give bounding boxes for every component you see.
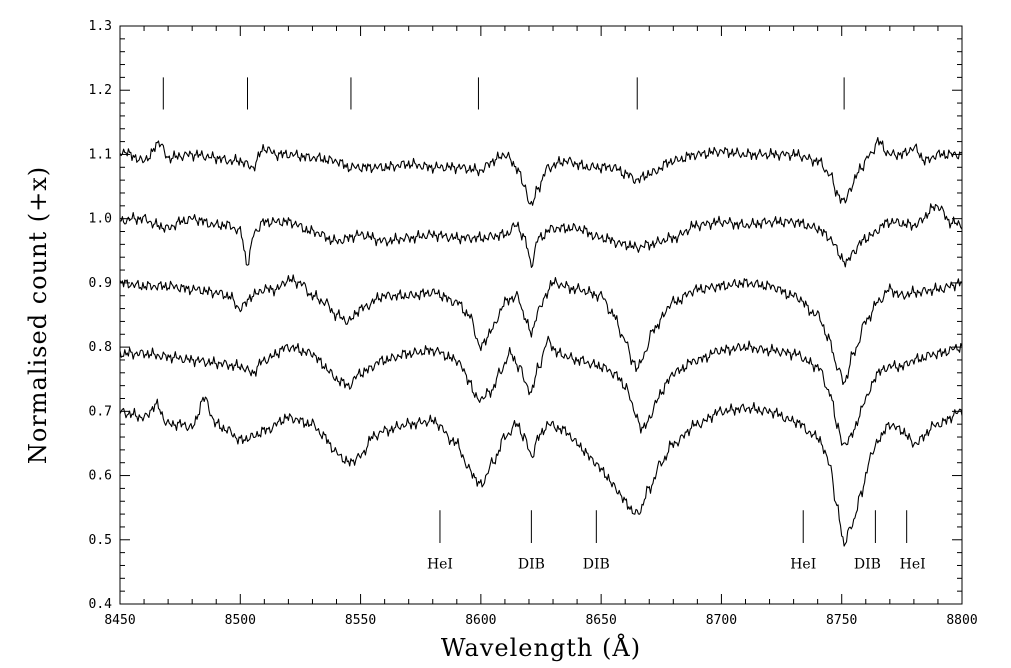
spectrum-series [119, 203, 963, 268]
y-tick-label: 0.4 [89, 597, 113, 612]
y-axis-title: Normalised count (+x) [24, 166, 52, 464]
spectrum-series [119, 274, 963, 386]
x-axis: 8450 8500 8550 8600 8650 8700 8750 8800 [104, 26, 978, 628]
spectrum-series [119, 136, 963, 206]
x-tick-label: 8600 [465, 613, 496, 628]
y-tick-label: 0.5 [89, 533, 112, 548]
x-tick-label: 8750 [826, 613, 857, 628]
y-axis: 0.4 0.5 0.6 0.7 0.8 0.9 1.0 1.1 1.2 1.3 [89, 19, 962, 612]
y-tick-label: 0.6 [89, 469, 112, 484]
marker-label: DIB [518, 557, 545, 573]
plot-frame [119, 25, 963, 605]
x-tick-label: 8500 [225, 613, 256, 628]
marker-label: DIB [583, 557, 610, 573]
x-axis-title: Wavelength (Å) [441, 633, 641, 662]
x-tick-label: 8650 [585, 613, 616, 628]
y-tick-label: 1.0 [89, 212, 112, 227]
plot-area [119, 136, 963, 547]
y-tick-label: 0.9 [89, 276, 112, 291]
spectrum-series [119, 335, 963, 446]
marker-label: DIB [854, 557, 881, 573]
y-tick-label: 1.2 [89, 83, 112, 98]
y-tick-label: 1.1 [89, 147, 112, 162]
x-tick-label: 8450 [104, 613, 135, 628]
y-tick-label: 1.3 [89, 19, 112, 34]
y-tick-label: 0.7 [89, 404, 112, 419]
marker-label: HeI [427, 557, 453, 573]
y-tick-label: 0.8 [89, 340, 112, 355]
x-tick-label: 8550 [345, 613, 376, 628]
x-tick-label: 8800 [946, 613, 977, 628]
marker-label: HeI [900, 557, 926, 573]
spectrum-series [119, 396, 963, 547]
x-tick-label: 8700 [706, 613, 737, 628]
marker-label: HeI [790, 557, 816, 573]
line-markers: HeI DIB DIB HeI DIB HeI [162, 77, 926, 573]
